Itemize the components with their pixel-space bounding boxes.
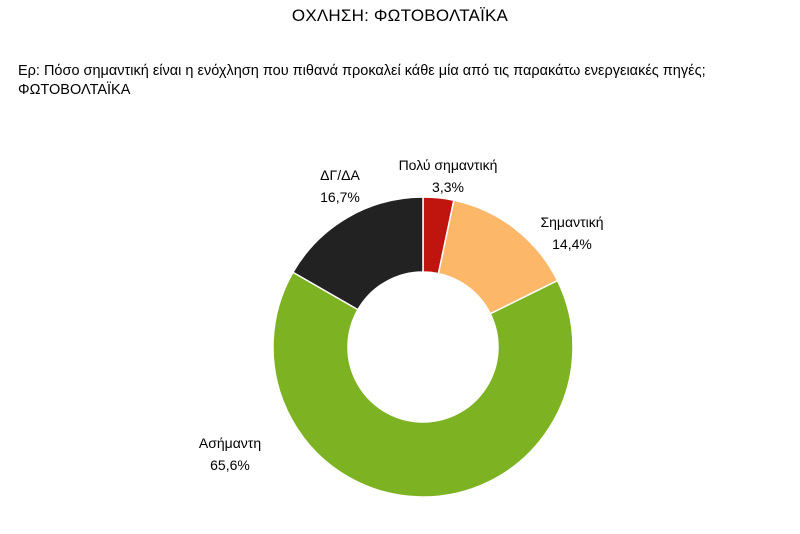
- slice-4: [291, 196, 424, 311]
- question-subject: ΦΩΤΟΒΟΛΤΑΪΚΑ: [18, 82, 131, 98]
- chart-title: ΟΧΛΗΣΗ: ΦΩΤΟΒΟΛΤΑΪΚΑ: [291, 6, 509, 25]
- slice-value-3: 65,6%: [210, 457, 250, 473]
- slice-label-3: Ασήμαντη: [199, 435, 261, 451]
- slice-value-1: 3,3%: [432, 179, 464, 195]
- slice-label-1: Πολύ σημαντική: [399, 157, 498, 173]
- question-prefix: Ερ:: [18, 63, 40, 79]
- slice-label-4: ΔΓ/ΔΑ: [320, 167, 360, 183]
- question-body: Πόσο σημαντική είναι η ενόχληση που πιθα…: [43, 63, 706, 79]
- slice-labels: Πολύ σημαντική 3,3% Σημαντική 14,4% Ασήμαντη…: [199, 157, 604, 473]
- slice-label-2: Σημαντική: [540, 214, 603, 230]
- slice-value-4: 16,7%: [320, 189, 360, 205]
- slice-3: [272, 271, 574, 498]
- slice-value-2: 14,4%: [552, 236, 592, 252]
- question-text: Ερ: Πόσο σημαντική είναι η ενόχληση που π…: [18, 62, 778, 100]
- donut-slices: [272, 196, 574, 498]
